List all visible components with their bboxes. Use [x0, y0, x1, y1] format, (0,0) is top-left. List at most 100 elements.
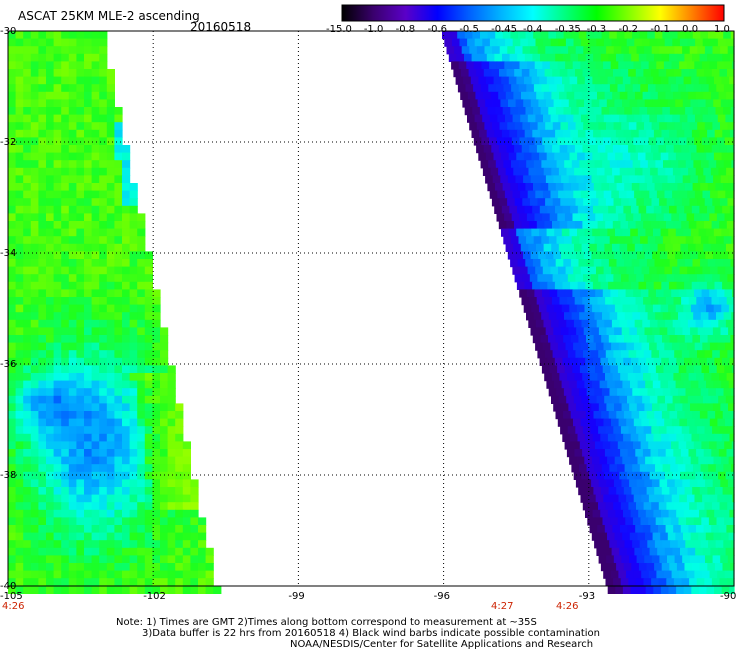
- colorbar: [341, 4, 725, 22]
- swath-cell: [598, 479, 607, 488]
- swath-cell: [167, 418, 176, 427]
- swath-cell: [639, 183, 648, 192]
- swath-cell: [715, 107, 724, 116]
- swath-cell: [583, 327, 592, 336]
- swath-cell: [53, 456, 62, 465]
- swath-cell: [144, 517, 153, 526]
- swath-cell: [76, 388, 85, 397]
- swath-cell: [99, 471, 108, 480]
- swath-cell: [659, 274, 668, 283]
- swath-cell: [61, 380, 70, 389]
- swath-cell: [601, 259, 610, 268]
- swath-cell: [76, 418, 85, 427]
- swath-cell: [562, 205, 571, 214]
- swath-cell: [604, 243, 613, 252]
- swath-cell: [15, 304, 24, 313]
- swath-cell: [114, 342, 123, 351]
- swath-cell: [129, 243, 138, 252]
- swath-cell: [129, 426, 138, 435]
- swath-cell: [160, 395, 169, 404]
- swath-cell: [592, 433, 601, 442]
- swath-cell: [137, 342, 146, 351]
- swath-cell: [672, 395, 681, 404]
- swath-cell: [606, 403, 615, 412]
- swath-cell: [579, 441, 588, 450]
- swath-cell: [46, 53, 55, 62]
- swath-cell: [586, 31, 595, 40]
- swath-cell: [520, 266, 529, 275]
- swath-cell: [532, 281, 541, 290]
- swath-cell: [519, 213, 528, 222]
- swath-cell: [457, 84, 467, 93]
- swath-cell: [663, 61, 673, 70]
- swath-cell: [182, 509, 191, 518]
- swath-cell: [707, 335, 716, 344]
- swath-cell: [531, 228, 540, 237]
- swath-cell: [106, 91, 115, 100]
- swath-cell: [8, 471, 17, 480]
- swath-cell: [539, 357, 548, 366]
- swath-cell: [663, 84, 672, 93]
- swath-cell: [30, 494, 39, 503]
- swath-cell: [661, 411, 671, 420]
- swath-cell: [617, 388, 626, 397]
- swath-cell: [137, 578, 146, 587]
- swath-cell: [639, 31, 648, 40]
- swath-cell: [634, 38, 643, 47]
- swath-cell: [114, 236, 123, 245]
- swath-cell: [106, 479, 115, 488]
- swath-cell: [649, 38, 658, 47]
- swath-cell: [612, 221, 621, 230]
- swath-cell: [53, 289, 62, 298]
- swath-cell: [46, 167, 55, 176]
- swath-cell: [46, 259, 55, 268]
- swath-cell: [160, 487, 169, 496]
- swath-cell: [637, 99, 646, 108]
- swath-cell: [664, 418, 673, 427]
- swath-cell: [729, 357, 735, 366]
- swath-cell: [643, 198, 653, 207]
- swath-cell: [46, 31, 55, 40]
- swath-cell: [84, 433, 93, 442]
- swath-cell: [152, 289, 161, 298]
- swath-cell: [15, 84, 24, 93]
- swath-cell: [38, 319, 47, 328]
- swath-cell: [700, 540, 709, 549]
- swath-cell: [720, 175, 729, 184]
- swath-cell: [673, 145, 682, 154]
- swath-cell: [594, 517, 604, 526]
- swath-cell: [581, 91, 590, 100]
- swath-cell: [512, 266, 521, 275]
- swath-cell: [641, 137, 650, 146]
- swath-cell: [636, 46, 645, 55]
- swath-cell: [546, 99, 555, 108]
- swath-cell: [672, 243, 681, 252]
- swath-cell: [8, 289, 17, 298]
- swath-cell: [129, 395, 138, 404]
- swath-cell: [699, 509, 708, 518]
- swath-cell: [661, 281, 670, 290]
- swath-cell: [542, 289, 551, 298]
- swath-cell: [175, 585, 184, 594]
- swath-cell: [114, 380, 123, 389]
- swath-cell: [674, 426, 683, 435]
- swath-cell: [610, 137, 619, 146]
- swath-cell: [129, 547, 138, 556]
- swath-cell: [466, 61, 475, 70]
- swath-cell: [565, 342, 574, 351]
- swath-cell: [122, 274, 131, 283]
- swath-cell: [720, 479, 729, 488]
- swath-cell: [129, 259, 138, 268]
- swath-cell: [721, 228, 730, 237]
- swath-cell: [114, 395, 123, 404]
- swath-cell: [8, 107, 17, 116]
- swath-cell: [144, 319, 153, 328]
- swath-cell: [555, 129, 564, 138]
- swath-cell: [670, 540, 679, 549]
- swath-cell: [573, 342, 582, 351]
- swath-cell: [91, 137, 100, 146]
- swath-cell: [535, 38, 544, 47]
- swath-cell: [84, 479, 93, 488]
- swath-cell: [53, 433, 62, 442]
- swath-cell: [729, 152, 735, 161]
